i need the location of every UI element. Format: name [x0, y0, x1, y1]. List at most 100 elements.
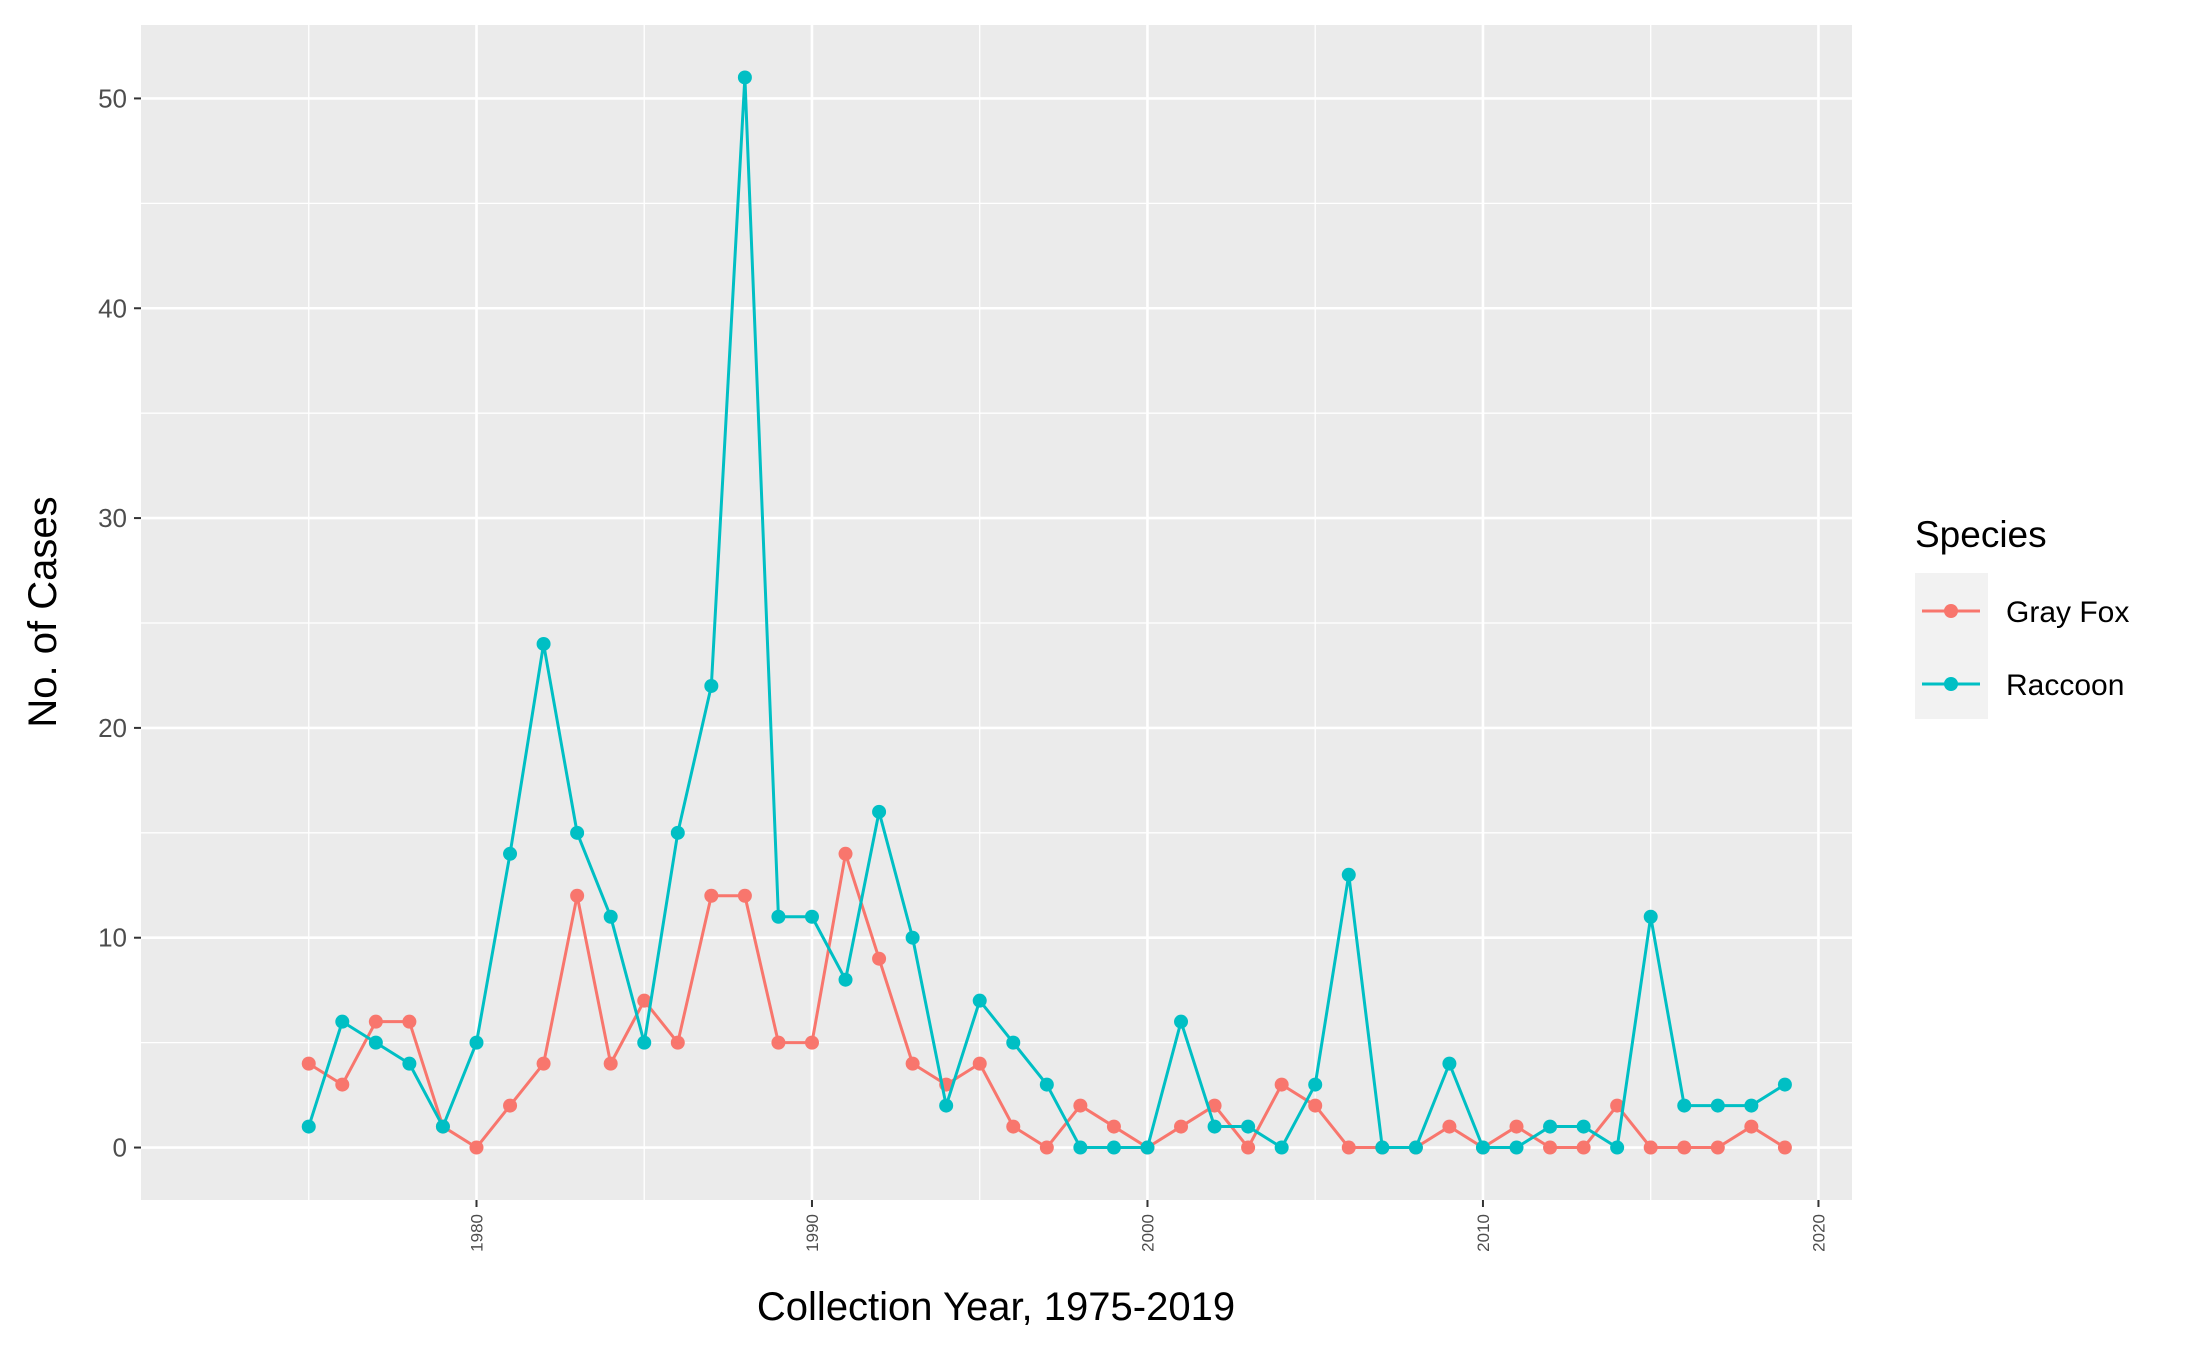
data-point-raccoon	[1207, 1119, 1222, 1134]
data-point-gray-fox	[368, 1014, 383, 1029]
data-point-gray-fox	[603, 1056, 618, 1071]
data-point-raccoon	[1140, 1140, 1155, 1155]
data-point-raccoon	[1006, 1035, 1021, 1050]
data-point-raccoon	[704, 678, 719, 693]
data-point-gray-fox	[737, 888, 752, 903]
data-point-raccoon	[1777, 1077, 1792, 1092]
data-point-gray-fox	[1341, 1140, 1356, 1155]
data-point-raccoon	[1475, 1140, 1490, 1155]
data-point-raccoon	[1744, 1098, 1759, 1113]
data-point-gray-fox	[872, 951, 887, 966]
data-point-raccoon	[872, 804, 887, 819]
x-tick-label: 2020	[1809, 1214, 1828, 1252]
data-point-gray-fox	[570, 888, 585, 903]
data-point-raccoon	[838, 972, 853, 987]
data-point-gray-fox	[905, 1056, 920, 1071]
data-point-gray-fox	[1274, 1077, 1289, 1092]
x-tick-label: 2010	[1474, 1214, 1493, 1252]
legend-key-point-raccoon	[1944, 677, 1958, 691]
data-point-gray-fox	[1073, 1098, 1088, 1113]
series-raccoon	[301, 70, 1792, 1155]
legend-label-raccoon: Raccoon	[2006, 669, 2124, 702]
data-point-gray-fox	[637, 993, 652, 1008]
data-point-raccoon	[1710, 1098, 1725, 1113]
data-point-raccoon	[1643, 909, 1658, 924]
data-point-raccoon	[670, 825, 685, 840]
data-point-raccoon	[771, 909, 786, 924]
legend-key-background	[1915, 573, 1988, 719]
data-point-gray-fox	[1710, 1140, 1725, 1155]
data-point-gray-fox	[335, 1077, 350, 1092]
data-point-raccoon	[469, 1035, 484, 1050]
data-point-raccoon	[737, 70, 752, 85]
data-point-raccoon	[1241, 1119, 1256, 1134]
y-tick-label: 30	[98, 503, 127, 533]
y-tick-label: 10	[98, 923, 127, 953]
data-point-raccoon	[536, 636, 551, 651]
data-point-raccoon	[1677, 1098, 1692, 1113]
data-point-raccoon	[1308, 1077, 1323, 1092]
x-tick-label: 2000	[1138, 1214, 1157, 1252]
data-point-raccoon	[1576, 1119, 1591, 1134]
data-point-raccoon	[1408, 1140, 1423, 1155]
data-point-gray-fox	[972, 1056, 987, 1071]
data-point-gray-fox	[1241, 1140, 1256, 1155]
data-point-gray-fox	[1543, 1140, 1558, 1155]
y-axis: 0 10 20 30 40 50	[98, 83, 141, 1163]
plot-panel	[141, 25, 1852, 1200]
data-point-gray-fox	[536, 1056, 551, 1071]
data-point-gray-fox	[1039, 1140, 1054, 1155]
data-point-gray-fox	[838, 846, 853, 861]
data-point-raccoon	[1442, 1056, 1457, 1071]
data-point-raccoon	[368, 1035, 383, 1050]
data-point-raccoon	[1039, 1077, 1054, 1092]
data-point-raccoon	[1610, 1140, 1625, 1155]
x-tick-label: 1980	[467, 1214, 486, 1252]
data-point-raccoon	[335, 1014, 350, 1029]
data-point-raccoon	[1174, 1014, 1189, 1029]
legend-keys	[1922, 604, 1980, 691]
series-layer	[301, 70, 1792, 1155]
data-point-gray-fox	[402, 1014, 417, 1029]
data-point-raccoon	[435, 1119, 450, 1134]
data-point-gray-fox	[771, 1035, 786, 1050]
data-point-gray-fox	[1006, 1119, 1021, 1134]
data-point-gray-fox	[1207, 1098, 1222, 1113]
y-tick-label: 50	[98, 83, 127, 113]
data-point-raccoon	[301, 1119, 316, 1134]
x-axis: 1980 1990 2000 2010 2020	[467, 1200, 1828, 1252]
legend-key-point-gray-fox	[1944, 604, 1958, 618]
data-point-raccoon	[1274, 1140, 1289, 1155]
data-point-raccoon	[1375, 1140, 1390, 1155]
data-point-gray-fox	[1576, 1140, 1591, 1155]
data-point-gray-fox	[1509, 1119, 1524, 1134]
data-point-raccoon	[603, 909, 618, 924]
data-point-gray-fox	[1174, 1119, 1189, 1134]
data-point-raccoon	[804, 909, 819, 924]
data-point-raccoon	[1106, 1140, 1121, 1155]
data-point-raccoon	[905, 930, 920, 945]
y-tick-label: 40	[98, 293, 127, 323]
legend: Species Gray Fox Raccoon	[1915, 514, 2129, 719]
legend-label-gray-fox: Gray Fox	[2006, 596, 2129, 629]
data-point-gray-fox	[1442, 1119, 1457, 1134]
data-point-gray-fox	[503, 1098, 518, 1113]
x-axis-title: Collection Year, 1975-2019	[757, 1285, 1235, 1329]
x-tick-label: 1990	[803, 1214, 822, 1252]
data-point-raccoon	[402, 1056, 417, 1071]
data-point-raccoon	[972, 993, 987, 1008]
y-tick-label: 0	[113, 1133, 127, 1163]
data-point-gray-fox	[469, 1140, 484, 1155]
data-point-gray-fox	[1677, 1140, 1692, 1155]
data-point-gray-fox	[804, 1035, 819, 1050]
data-point-raccoon	[637, 1035, 652, 1050]
data-point-gray-fox	[301, 1056, 316, 1071]
data-point-gray-fox	[1777, 1140, 1792, 1155]
data-point-raccoon	[1509, 1140, 1524, 1155]
data-point-gray-fox	[1744, 1119, 1759, 1134]
data-point-raccoon	[1543, 1119, 1558, 1134]
data-point-gray-fox	[1643, 1140, 1658, 1155]
data-point-raccoon	[1073, 1140, 1088, 1155]
data-point-gray-fox	[670, 1035, 685, 1050]
